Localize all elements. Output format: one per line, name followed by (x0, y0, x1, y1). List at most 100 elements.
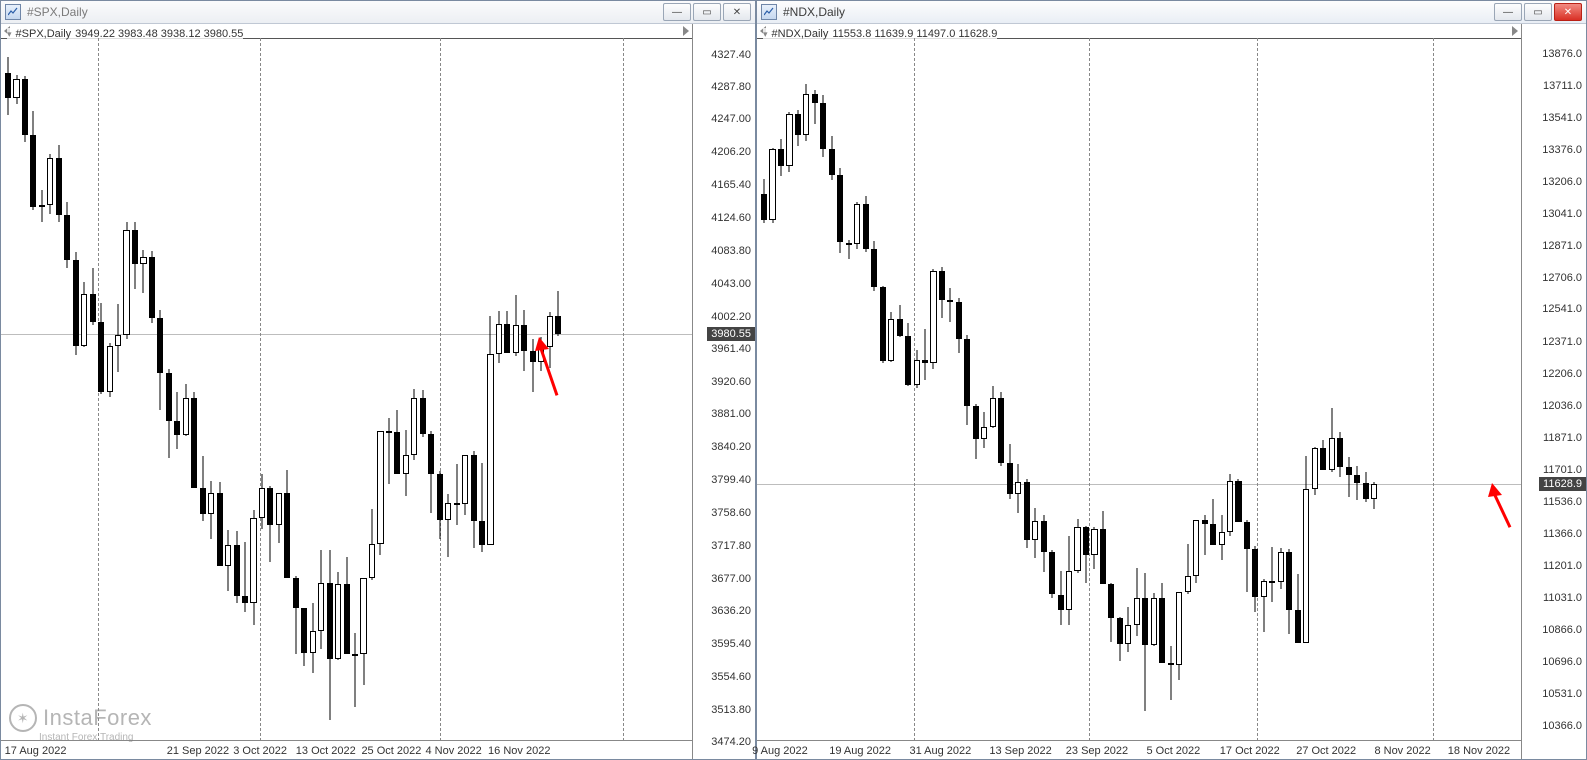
current-price-flag: 11628.9 (1539, 477, 1586, 491)
v-gridline (440, 38, 441, 741)
y-tick: 4124.60 (711, 212, 751, 224)
v-gridline (260, 38, 261, 741)
watermark-icon: ✶ (9, 704, 37, 732)
x-tick: 16 Nov 2022 (488, 745, 550, 757)
y-tick: 12206.0 (1542, 368, 1582, 380)
window-buttons-spx: ― ▭ ✕ (663, 3, 751, 21)
v-gridline (914, 38, 915, 741)
y-tick: 13376.0 (1542, 144, 1582, 156)
y-axis-ndx: 10366.0 10531.0 10696.0 10866.0 11031.0 11201… (1521, 24, 1586, 759)
collapse-icon: ▾ (7, 29, 12, 40)
y-tick: 13711.0 (1543, 80, 1582, 92)
y-tick: 3474.20 (711, 736, 751, 748)
y-tick: 10366.0 (1542, 720, 1582, 732)
current-price-flag: 3980.55 (707, 327, 755, 341)
y-tick: 3513.80 (711, 704, 751, 716)
x-tick: 17 Aug 2022 (5, 745, 67, 757)
chart-canvas-ndx[interactable]: ▾ #NDX,Daily 11553.8 11639.9 11497.0 116… (757, 24, 1521, 759)
y-tick: 13041.0 (1542, 208, 1582, 220)
chart-icon (5, 4, 21, 20)
chart-icon (761, 4, 777, 20)
chart-wrap-ndx: ▾ #NDX,Daily 11553.8 11639.9 11497.0 116… (757, 24, 1586, 759)
y-tick: 3881.00 (711, 408, 751, 420)
y-tick: 3636.20 (711, 605, 751, 617)
y-tick: 3554.60 (711, 671, 751, 683)
y-tick: 12371.0 (1542, 336, 1582, 348)
close-button[interactable]: ✕ (1554, 3, 1582, 21)
y-tick: 4247.00 (711, 113, 751, 125)
x-tick: 17 Oct 2022 (1220, 745, 1280, 757)
window-ndx: #NDX,Daily ― ▭ ✕ ▾ #NDX,Daily 11553.8 11… (756, 0, 1587, 760)
window-title-spx: #SPX,Daily (27, 5, 88, 19)
current-price-line (1, 334, 692, 335)
x-tick: 19 Aug 2022 (829, 745, 891, 757)
chart-canvas-spx[interactable]: ▾ #SPX,Daily 3949.22 3983.48 3938.12 398… (1, 24, 692, 759)
y-tick: 13206.0 (1542, 176, 1582, 188)
x-tick: 23 Sep 2022 (1066, 745, 1128, 757)
y-tick: 10531.0 (1542, 688, 1582, 700)
y-tick: 3758.60 (711, 507, 751, 519)
x-tick: 13 Oct 2022 (296, 745, 356, 757)
collapse-icon: ▾ (763, 29, 768, 40)
y-tick: 3595.40 (711, 638, 751, 650)
y-tick: 11701.0 (1543, 464, 1582, 476)
x-tick: 9 Aug 2022 (752, 745, 808, 757)
y-tick: 12541.0 (1542, 303, 1582, 315)
x-tick: 21 Sep 2022 (167, 745, 229, 757)
y-tick: 3840.20 (711, 441, 751, 453)
x-axis-spx: 17 Aug 202221 Sep 20223 Oct 202213 Oct 2… (1, 740, 692, 759)
x-tick: 27 Oct 2022 (1296, 745, 1356, 757)
y-tick: 10866.0 (1542, 624, 1582, 636)
y-tick: 4002.20 (711, 311, 751, 323)
info-ohlc: 11553.8 11639.9 11497.0 11628.9 (832, 28, 997, 40)
maximize-button[interactable]: ▭ (1524, 3, 1552, 21)
x-tick: 25 Oct 2022 (361, 745, 421, 757)
y-tick: 13876.0 (1542, 48, 1582, 60)
y-tick: 11536.0 (1543, 496, 1582, 508)
y-tick: 3717.80 (711, 540, 751, 552)
window-buttons-ndx: ― ▭ ✕ (1494, 3, 1582, 21)
ruler-right-icon (683, 26, 689, 36)
y-tick: 4206.20 (711, 146, 751, 158)
y-tick: 3799.40 (711, 474, 751, 486)
v-gridline (1433, 38, 1434, 741)
screen: #SPX,Daily ― ▭ ✕ ▾ #SPX,Daily 3949.22 39… (0, 0, 1587, 760)
y-tick: 3961.40 (711, 343, 751, 355)
current-price-line (757, 484, 1521, 485)
x-tick: 18 Nov 2022 (1448, 745, 1510, 757)
y-tick: 12871.0 (1542, 240, 1582, 252)
maximize-button[interactable]: ▭ (693, 3, 721, 21)
watermark: ✶InstaForex Instant Forex Trading (9, 704, 152, 743)
y-tick: 13541.0 (1542, 112, 1582, 124)
y-tick: 4327.40 (711, 49, 751, 61)
titlebar-ndx[interactable]: #NDX,Daily ― ▭ ✕ (757, 1, 1586, 24)
x-tick: 31 Aug 2022 (909, 745, 971, 757)
chart-info-ndx: ▾ #NDX,Daily 11553.8 11639.9 11497.0 116… (763, 28, 997, 40)
minimize-button[interactable]: ― (1494, 3, 1522, 21)
y-tick: 11201.0 (1543, 560, 1582, 572)
y-tick: 11031.0 (1543, 592, 1582, 604)
window-title-ndx: #NDX,Daily (783, 5, 845, 19)
y-tick: 4165.40 (711, 179, 751, 191)
y-axis-spx: 3474.203513.803554.603595.403636.203677.… (692, 24, 755, 759)
chart-wrap-spx: ▾ #SPX,Daily 3949.22 3983.48 3938.12 398… (1, 24, 755, 759)
y-tick: 3920.60 (711, 376, 751, 388)
titlebar-spx[interactable]: #SPX,Daily ― ▭ ✕ (1, 1, 755, 24)
ruler-right-icon (1512, 26, 1518, 36)
minimize-button[interactable]: ― (663, 3, 691, 21)
info-symbol: #SPX,Daily (16, 28, 72, 40)
info-symbol: #NDX,Daily (772, 28, 829, 40)
v-gridline (1257, 38, 1258, 741)
y-tick: 4287.80 (711, 81, 751, 93)
y-tick: 4083.80 (711, 245, 751, 257)
x-tick: 5 Oct 2022 (1146, 745, 1200, 757)
y-tick: 11366.0 (1543, 528, 1582, 540)
y-tick: 10696.0 (1542, 656, 1582, 668)
x-tick: 8 Nov 2022 (1374, 745, 1430, 757)
window-spx: #SPX,Daily ― ▭ ✕ ▾ #SPX,Daily 3949.22 39… (0, 0, 756, 760)
y-tick: 12036.0 (1542, 400, 1582, 412)
close-button[interactable]: ✕ (723, 3, 751, 21)
x-axis-ndx: 9 Aug 202219 Aug 202231 Aug 202213 Sep 2… (757, 740, 1521, 759)
annotation-arrow-icon (1480, 479, 1520, 537)
annotation-arrow-icon (527, 333, 567, 405)
